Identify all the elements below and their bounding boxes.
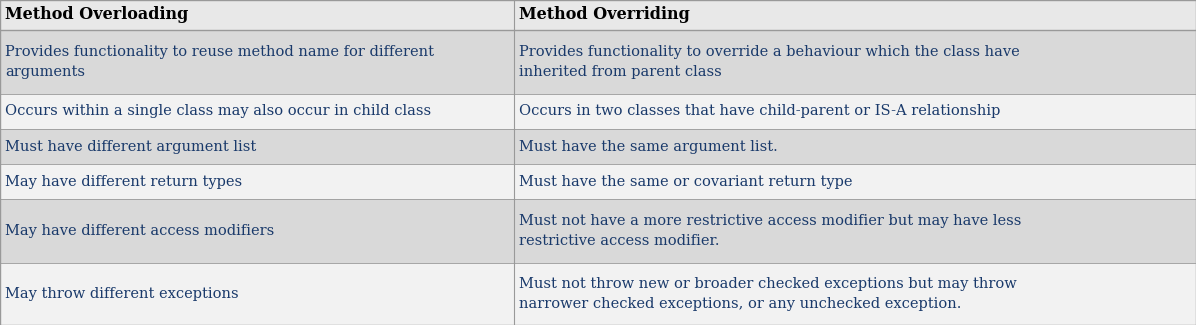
Text: Occurs within a single class may also occur in child class: Occurs within a single class may also oc…: [5, 104, 431, 118]
Text: May have different return types: May have different return types: [5, 175, 242, 189]
Text: Method Overloading: Method Overloading: [5, 6, 189, 23]
Bar: [0, 129, 514, 164]
Text: Occurs in two classes that have child-parent or IS-A relationship: Occurs in two classes that have child-pa…: [519, 104, 1001, 118]
Text: May have different access modifiers: May have different access modifiers: [5, 224, 274, 238]
Text: Must not have a more restrictive access modifier but may have less
restrictive a: Must not have a more restrictive access …: [519, 214, 1021, 248]
Bar: [514, 30, 1196, 94]
Bar: [514, 199, 1196, 263]
Bar: [514, 263, 1196, 325]
Bar: [0, 199, 514, 263]
Bar: [0, 0, 1196, 30]
Bar: [0, 164, 514, 199]
Text: Method Overriding: Method Overriding: [519, 6, 690, 23]
Text: May throw different exceptions: May throw different exceptions: [5, 287, 239, 301]
Text: Provides functionality to reuse method name for different
arguments: Provides functionality to reuse method n…: [5, 45, 434, 79]
Text: Must have different argument list: Must have different argument list: [5, 139, 256, 153]
Bar: [0, 94, 514, 129]
Bar: [0, 263, 514, 325]
Text: Provides functionality to override a behaviour which the class have
inherited fr: Provides functionality to override a beh…: [519, 45, 1020, 79]
Text: Must have the same or covariant return type: Must have the same or covariant return t…: [519, 175, 853, 189]
Text: Must have the same argument list.: Must have the same argument list.: [519, 139, 779, 153]
Bar: [514, 129, 1196, 164]
Bar: [0, 30, 514, 94]
Bar: [514, 164, 1196, 199]
Bar: [514, 94, 1196, 129]
Text: Must not throw new or broader checked exceptions but may throw
narrower checked : Must not throw new or broader checked ex…: [519, 277, 1017, 311]
